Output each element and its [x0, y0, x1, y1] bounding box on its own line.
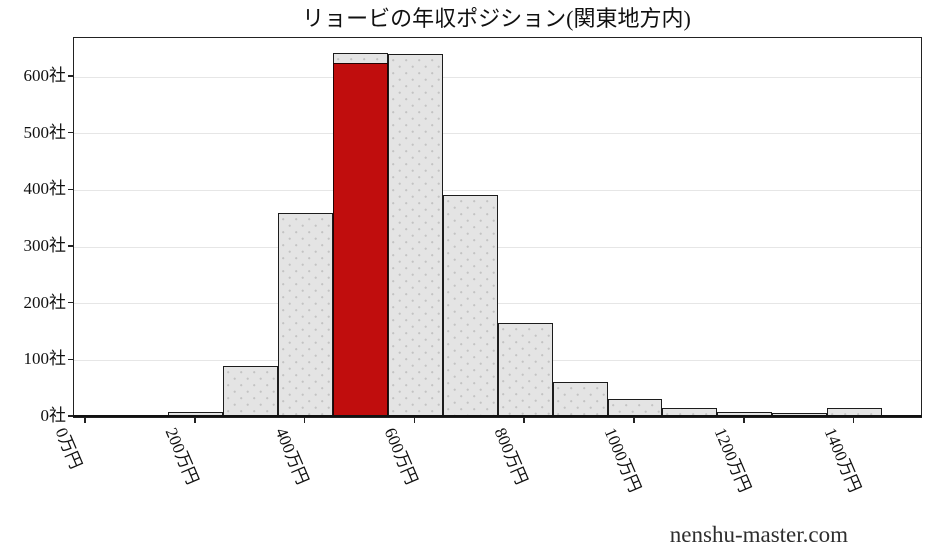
- histogram-bar: [827, 407, 883, 417]
- y-tick-mark: [68, 75, 73, 77]
- y-tick-label: 100社: [23, 349, 67, 369]
- gridline-400: [74, 189, 921, 191]
- x-tick-label: 200万円: [161, 425, 203, 488]
- chart-title: リョービの年収ポジション(関東地方内): [302, 6, 691, 31]
- highlighted-bar-red: [333, 63, 388, 417]
- y-tick-label: 0社: [40, 406, 67, 425]
- y-tick-mark: [68, 415, 73, 417]
- histogram-bar: [552, 381, 608, 417]
- x-tick-mark: [852, 417, 855, 423]
- x-tick-mark: [743, 417, 745, 423]
- x-tick-mark: [84, 417, 86, 423]
- y-tick-mark: [68, 131, 73, 134]
- x-tick-mark: [413, 417, 416, 423]
- plot-area: [73, 37, 922, 418]
- gridline-500: [74, 133, 921, 135]
- histogram-bar: [662, 407, 718, 417]
- gridline-600: [74, 76, 921, 78]
- y-tick-label: 400社: [23, 179, 67, 199]
- x-tick-label: 1000万円: [600, 425, 645, 496]
- x-tick-label: 800万円: [490, 425, 532, 488]
- x-tick-label: 1200万円: [710, 425, 755, 496]
- x-tick-label: 0万円: [51, 425, 86, 472]
- histogram-bar: [442, 195, 498, 417]
- x-tick-mark: [194, 417, 196, 423]
- histogram-bar: [497, 322, 553, 417]
- y-tick-label: 300社: [23, 236, 67, 256]
- y-tick-label: 200社: [23, 292, 67, 312]
- histogram-bar: [168, 411, 224, 417]
- watermark: nenshu-master.com: [669, 522, 848, 547]
- x-tick-mark: [303, 417, 306, 423]
- y-tick-label: 500社: [23, 122, 67, 142]
- x-tick-label: 600万円: [380, 425, 422, 488]
- x-tick-label: 400万円: [271, 425, 312, 488]
- y-tick-mark: [68, 301, 73, 304]
- y-tick-mark: [68, 188, 73, 191]
- y-tick-mark: [68, 245, 73, 247]
- x-axis-line: [73, 415, 922, 417]
- histogram-bar: [387, 54, 443, 417]
- y-tick-mark: [68, 358, 73, 361]
- histogram-bar: [717, 411, 773, 417]
- x-tick-label: 1400万円: [820, 425, 865, 496]
- y-tick-label: 600社: [23, 66, 67, 86]
- x-tick-mark: [633, 417, 635, 423]
- histogram-bar: [607, 399, 663, 417]
- histogram-bar: [223, 366, 279, 417]
- histogram-bar: [278, 213, 334, 417]
- x-tick-mark: [523, 417, 525, 423]
